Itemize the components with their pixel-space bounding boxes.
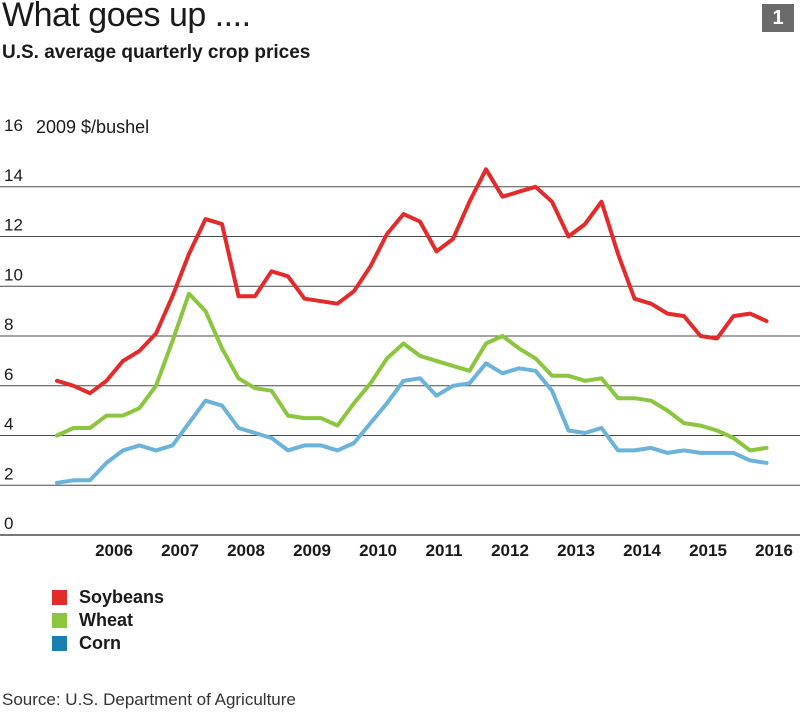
legend-item-soybeans: Soybeans: [52, 586, 164, 609]
x-tick-label-2006: 2006: [95, 541, 133, 560]
legend-label-soybeans: Soybeans: [79, 587, 165, 607]
x-tick-label-2012: 2012: [491, 541, 529, 560]
y-tick-label-0: 0: [4, 514, 13, 533]
figure-number-badge: 1: [762, 4, 794, 32]
legend: Soybeans Wheat Corn: [52, 586, 164, 655]
y-tick-label-16: 16: [4, 116, 23, 135]
x-tick-label-2011: 2011: [426, 541, 463, 560]
y-tick-label-4: 4: [4, 415, 13, 434]
y-tick-label-14: 14: [4, 166, 23, 185]
series-line-wheat: [55, 291, 769, 453]
x-tick-label-2016: 2016: [755, 541, 793, 560]
x-tick-label-2014: 2014: [623, 541, 661, 560]
source-note: Source: U.S. Department of Agriculture: [2, 690, 296, 709]
x-tick-label-2010: 2010: [359, 541, 397, 560]
legend-swatch-wheat: [52, 613, 67, 628]
series-lines: [55, 167, 769, 485]
legend-item-wheat: Wheat: [52, 609, 164, 632]
legend-label-wheat: Wheat: [79, 610, 133, 630]
x-tick-labels: 2006 2007 2008 2009 2010 2011 2012 2013 2014 2015…: [95, 541, 793, 560]
grid-layer: [0, 186, 800, 536]
legend-item-corn: Corn: [52, 632, 164, 655]
x-tick-label-2013: 2013: [557, 541, 595, 560]
y-axis-label: 2009 $/bushel: [36, 117, 149, 137]
x-tick-label-2008: 2008: [227, 541, 265, 560]
y-tick-labels: 0 2 4 6 8 10 12 14 16: [4, 116, 23, 533]
legend-label-corn: Corn: [79, 633, 121, 653]
series-line-soybeans: [55, 167, 769, 396]
y-tick-label-2: 2: [4, 464, 13, 483]
y-tick-label-6: 6: [4, 365, 13, 384]
x-tick-label-2009: 2009: [293, 541, 331, 560]
y-tick-label-8: 8: [4, 315, 13, 334]
x-tick-label-2015: 2015: [689, 541, 727, 560]
y-tick-label-12: 12: [4, 216, 23, 235]
x-tick-label-2007: 2007: [161, 541, 199, 560]
legend-swatch-soybeans: [52, 590, 67, 605]
chart-subtitle: U.S. average quarterly crop prices: [2, 42, 311, 63]
series-line-corn: [55, 361, 769, 485]
legend-swatch-corn: [52, 636, 67, 651]
chart-title: What goes up ....: [2, 0, 251, 34]
y-tick-label-10: 10: [4, 265, 23, 284]
